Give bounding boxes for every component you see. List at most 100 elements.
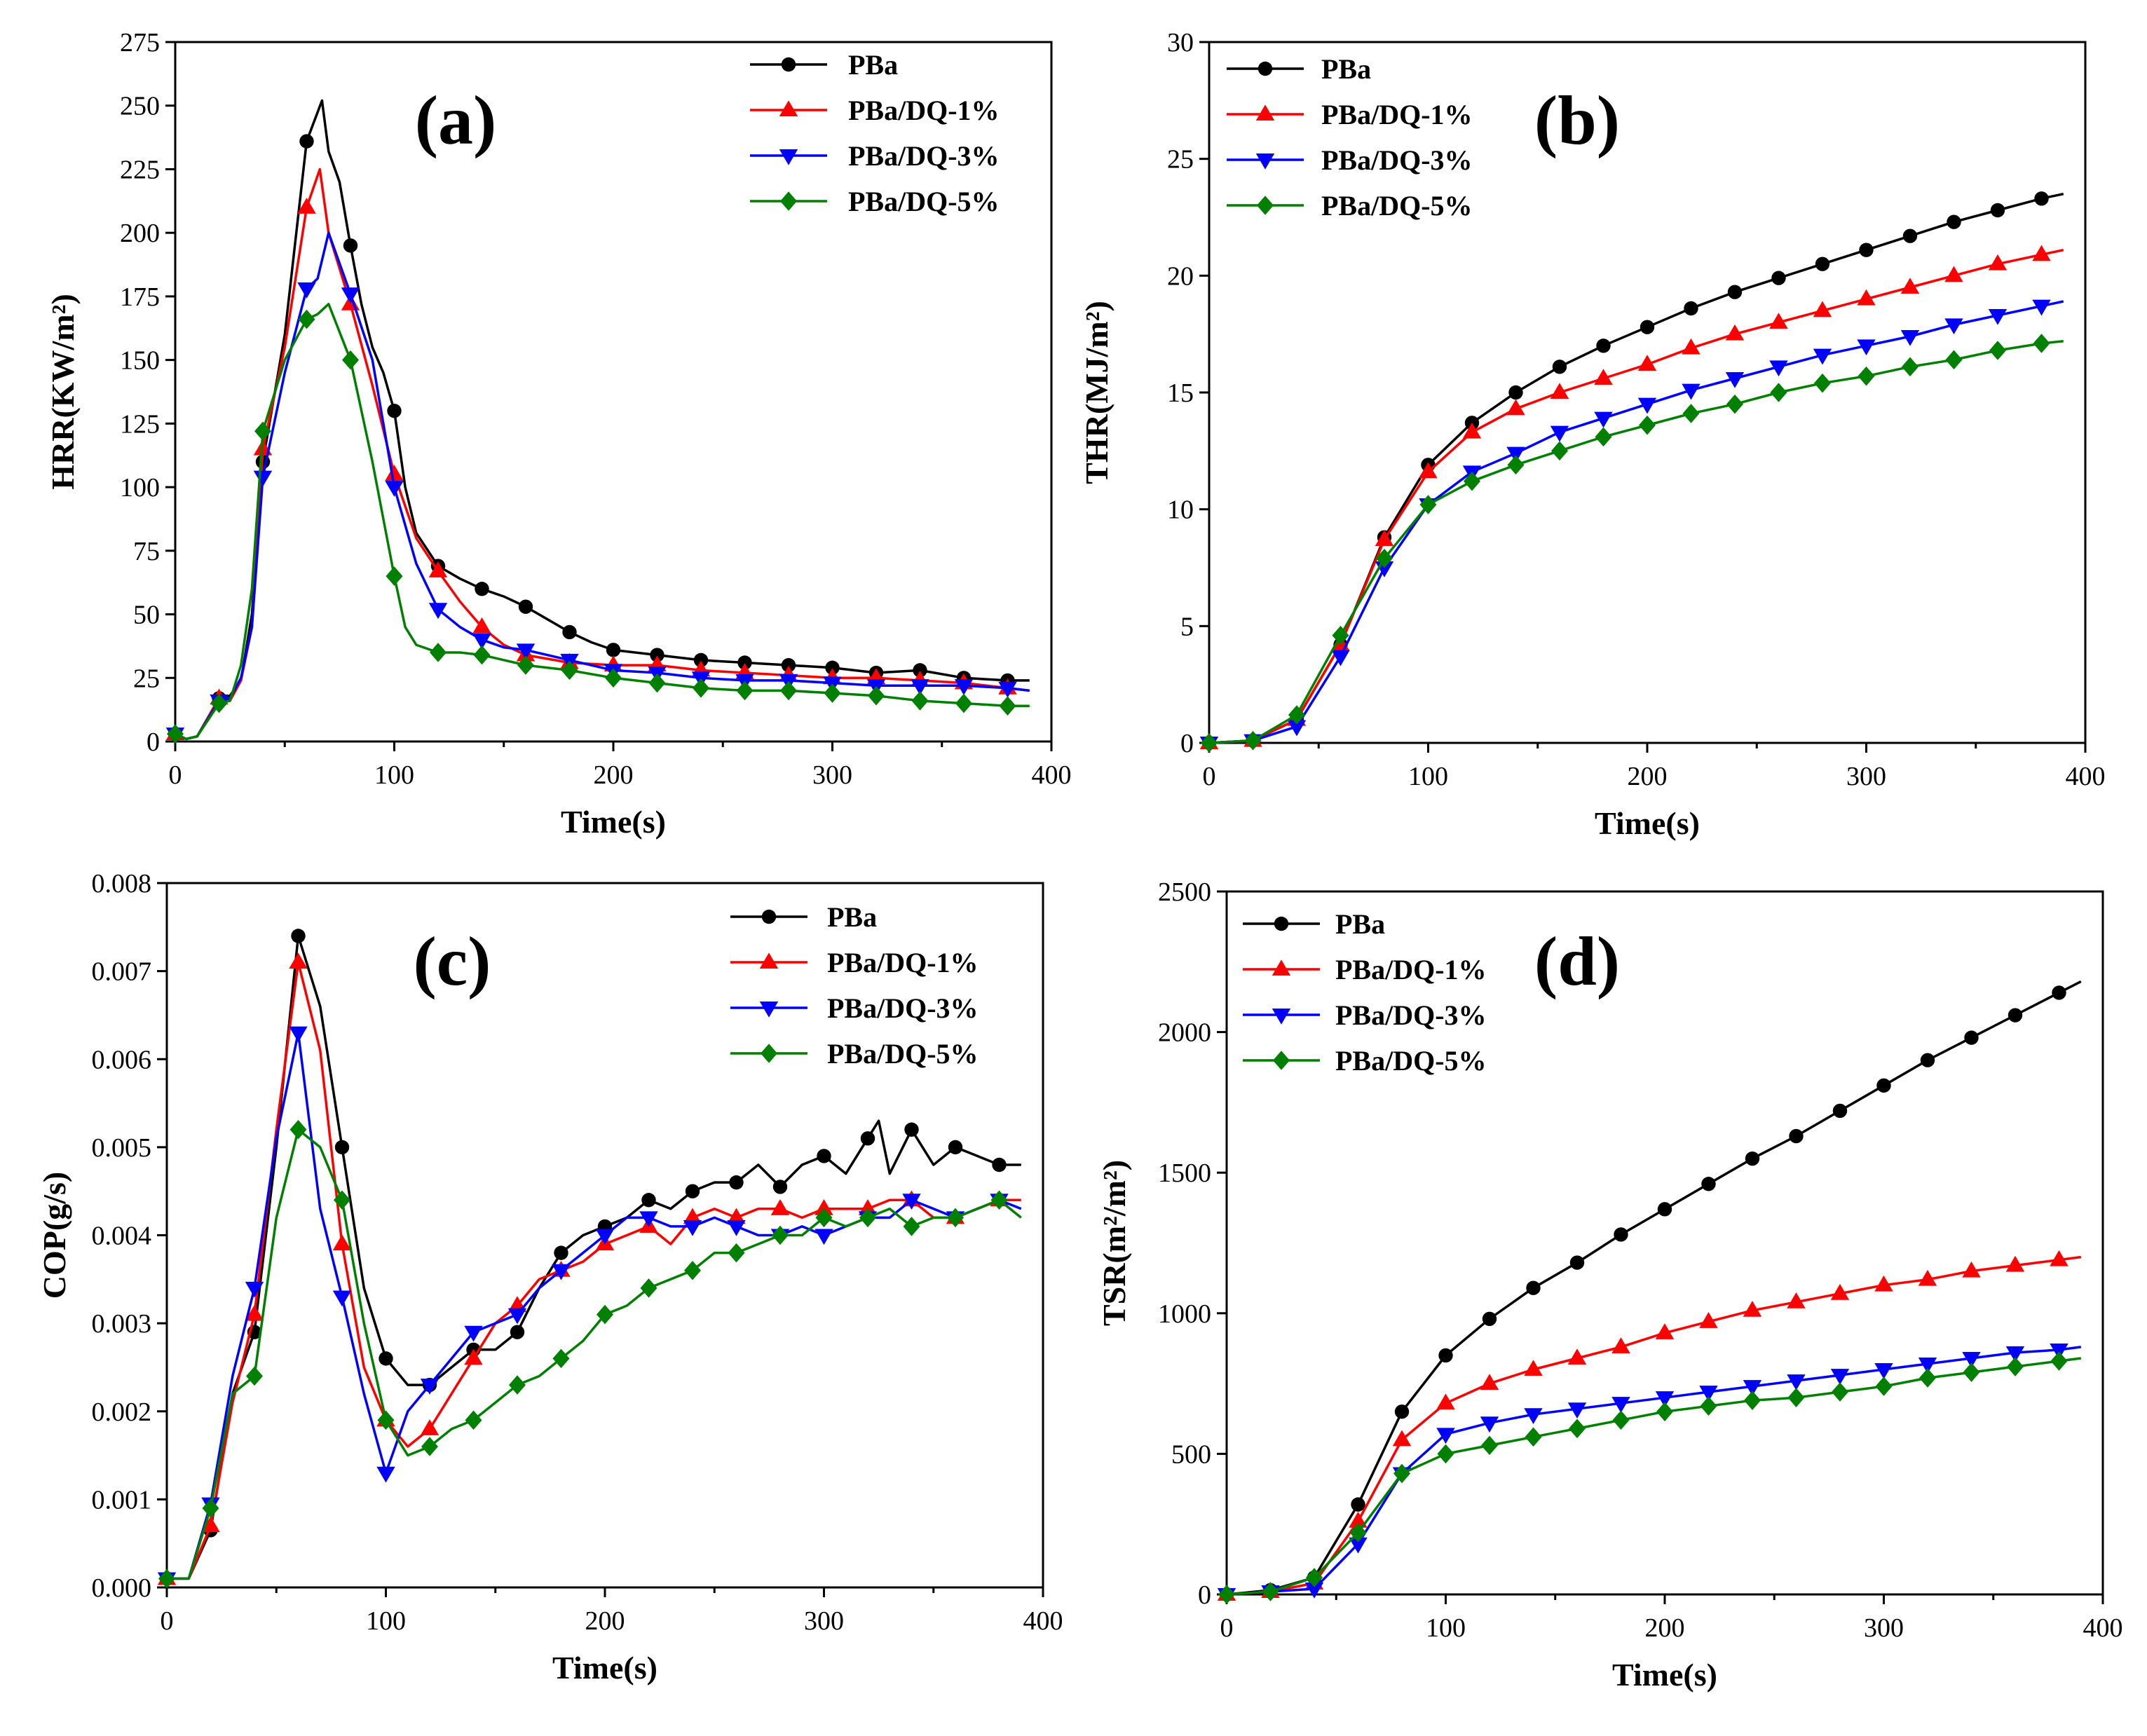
legend-label: PBa/DQ-5% xyxy=(848,186,1000,217)
data-point xyxy=(1832,1382,1848,1402)
data-point xyxy=(684,1260,701,1280)
series-line xyxy=(167,1128,1022,1580)
data-point xyxy=(1657,1202,1672,1217)
y-axis-title: TSR(m²/m²) xyxy=(1096,1160,1132,1326)
legend-swatch-marker xyxy=(780,191,797,211)
data-point xyxy=(509,1375,526,1395)
data-point xyxy=(990,1190,1008,1210)
y-tick-label: 0.007 xyxy=(92,957,152,987)
series-pba xyxy=(1201,191,2064,751)
legend-label: PBa/DQ-3% xyxy=(1321,144,1473,176)
data-point xyxy=(428,603,448,620)
y-tick-label: 15 xyxy=(1167,378,1194,408)
data-point xyxy=(1569,1419,1586,1439)
data-point xyxy=(903,1217,920,1236)
plot-frame xyxy=(1225,890,2104,1596)
legend-entry-pba-dq-5: PBa/DQ-5% xyxy=(1243,1045,1487,1077)
y-tick-label: 5 xyxy=(1180,612,1194,641)
data-point xyxy=(954,679,974,695)
data-point xyxy=(2034,191,2049,206)
data-point xyxy=(2052,985,2066,1000)
legend-entry-pba-dq-3: PBa/DQ-3% xyxy=(750,140,1000,172)
data-point xyxy=(860,1131,875,1146)
legend-label: PBa/DQ-3% xyxy=(827,992,979,1024)
panel-label: (b) xyxy=(1534,81,1620,159)
data-point xyxy=(1988,309,2008,325)
data-point xyxy=(693,678,709,698)
data-point xyxy=(868,685,885,706)
data-point xyxy=(737,655,752,670)
data-point xyxy=(1963,1362,1980,1382)
data-point xyxy=(1725,372,1745,388)
legend-swatch-marker xyxy=(761,909,777,924)
data-point xyxy=(2008,1008,2023,1023)
data-point xyxy=(770,1199,790,1215)
data-point xyxy=(685,1184,700,1198)
data-point xyxy=(1744,1390,1761,1410)
series-line xyxy=(1208,248,2064,744)
y-tick-label: 75 xyxy=(133,537,160,566)
y-tick-label: 100 xyxy=(120,473,160,503)
series-pba-dq-3 xyxy=(157,1026,1022,1589)
data-point xyxy=(1655,1391,1675,1407)
panel-d: 0 100 200 300 400 0 500 1000 1500 2000 2500 Time(s)… xyxy=(1096,877,2123,1693)
data-point xyxy=(1830,1369,1850,1385)
data-point xyxy=(1436,1428,1455,1444)
data-point xyxy=(1682,383,1700,400)
data-point xyxy=(1682,338,1700,355)
data-point xyxy=(1726,394,1743,414)
x-tick-label: 100 xyxy=(366,1606,406,1636)
data-point xyxy=(1462,422,1482,439)
data-point xyxy=(1351,1497,1365,1512)
data-point xyxy=(1349,1522,1367,1543)
data-point xyxy=(1902,357,1918,377)
data-point xyxy=(1550,425,1569,442)
data-point xyxy=(597,1304,613,1325)
data-point xyxy=(727,1219,746,1236)
data-point xyxy=(1480,1374,1499,1390)
data-point xyxy=(641,1193,656,1208)
legend-label: PBa xyxy=(848,49,898,81)
data-point xyxy=(464,1325,483,1342)
y-tick-label: 0 xyxy=(1198,1580,1211,1610)
x-tick-label: 400 xyxy=(1023,1606,1063,1636)
data-point xyxy=(2050,1250,2068,1266)
data-point xyxy=(1989,341,2006,360)
data-point xyxy=(1244,730,1262,751)
data-point xyxy=(1611,1397,1630,1413)
data-point xyxy=(1392,1430,1412,1447)
data-point xyxy=(465,1410,482,1430)
data-point xyxy=(781,657,796,673)
x-tick-label: 200 xyxy=(594,760,634,790)
data-point xyxy=(2032,245,2051,261)
y-axis-title: COP(g/s) xyxy=(36,1172,72,1299)
data-point xyxy=(815,1199,833,1215)
legend-label: PBa/DQ-5% xyxy=(1321,190,1473,221)
x-tick-label: 300 xyxy=(812,760,852,790)
legend-label: PBa/DQ-1% xyxy=(827,947,979,978)
x-axis-title: Time(s) xyxy=(561,804,666,840)
data-point xyxy=(297,198,316,214)
y-tick-label: 25 xyxy=(1167,145,1194,175)
data-point xyxy=(683,1208,702,1224)
data-point xyxy=(1815,257,1830,271)
y-tick-label: 0.004 xyxy=(92,1222,152,1251)
data-point xyxy=(1787,1292,1806,1308)
data-point xyxy=(1594,411,1613,428)
series-pba-dq-5 xyxy=(1201,334,2064,753)
y-tick-label: 25 xyxy=(133,664,160,693)
data-point xyxy=(1918,1358,1937,1374)
data-point xyxy=(1944,318,1963,335)
data-point xyxy=(385,465,404,481)
x-axis-title: Time(s) xyxy=(552,1650,657,1686)
data-point xyxy=(1789,1128,1804,1144)
data-point xyxy=(289,1026,308,1043)
data-point xyxy=(158,1568,175,1589)
data-point xyxy=(1595,427,1612,447)
panel-b: 0 100 200 300 400 0 5 10 15 20 25 30 Time(s) THR(MJ/m… xyxy=(1079,28,2106,841)
data-point xyxy=(2005,1255,2025,1272)
legend-label: PBa/DQ-3% xyxy=(1335,999,1487,1031)
data-point xyxy=(858,1199,878,1215)
series-line xyxy=(1226,1346,2082,1596)
data-point xyxy=(299,134,314,149)
